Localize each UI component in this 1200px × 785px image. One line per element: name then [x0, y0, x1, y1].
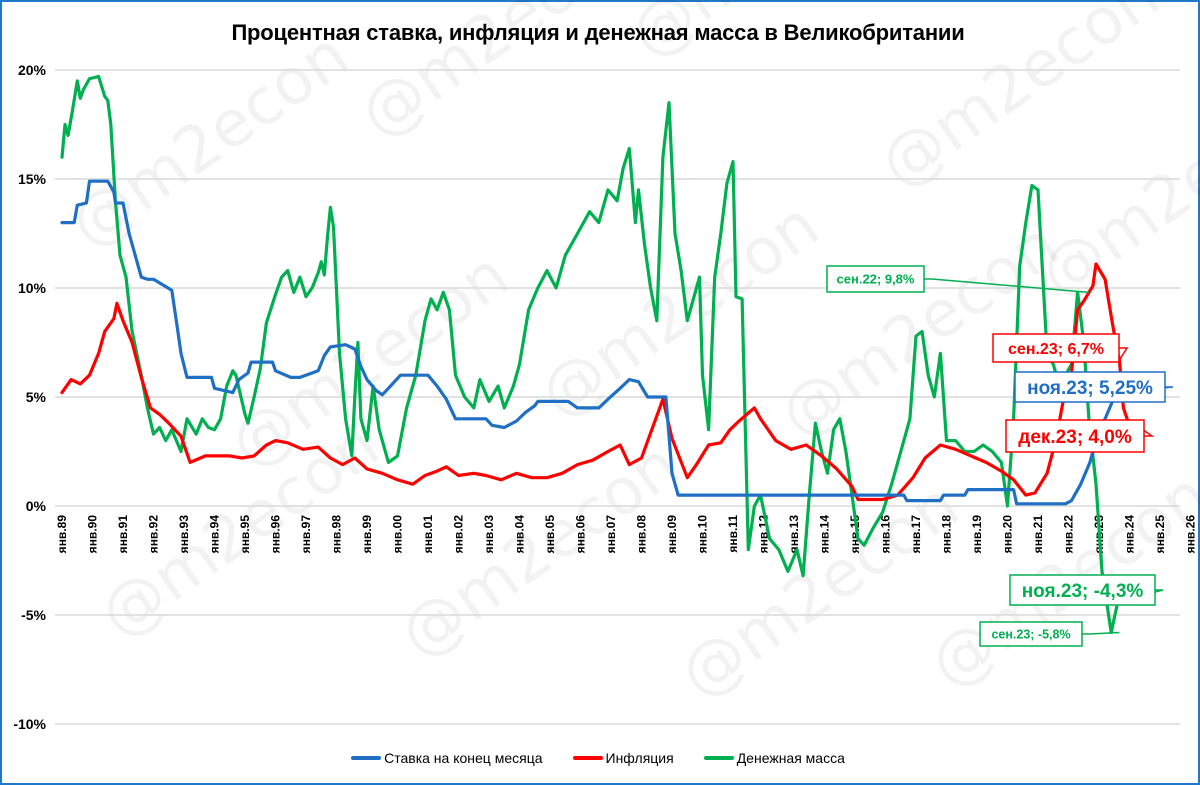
callout-leader [1118, 347, 1129, 361]
x-tick-label: янв.15 [848, 515, 862, 554]
series-line-0 [60, 179, 1127, 506]
callout-leader [1082, 631, 1120, 635]
x-tick-label: янв.92 [147, 515, 161, 554]
callout-box [979, 621, 1083, 647]
x-tick-label: янв.17 [909, 515, 923, 554]
x-tick-label: янв.01 [421, 515, 435, 554]
x-tick-label: янв.26 [1184, 515, 1198, 554]
callout-box [1005, 419, 1145, 453]
x-axis: янв.89 янв.90 янв.91 янв.92 янв.93 янв.94 янв.… [55, 515, 1198, 554]
y-tick-label: 5% [26, 389, 47, 405]
watermark-text: @m2econ [57, 18, 363, 263]
callout-box [1009, 574, 1156, 606]
x-tick-label: янв.90 [86, 515, 100, 554]
x-tick-label: янв.95 [238, 515, 252, 554]
watermark-text: @m2econ [1027, 68, 1200, 313]
x-tick-label: янв.09 [665, 515, 679, 554]
x-tick-label: янв.18 [940, 515, 954, 554]
callout-label: сен.23; -5,8% [991, 628, 1070, 642]
x-tick-label: янв.04 [513, 515, 527, 554]
legend-label-inflation: Инфляция [605, 750, 674, 766]
x-tick-label: янв.02 [452, 515, 466, 554]
x-tick-label: янв.19 [970, 515, 984, 554]
legend-swatch-inflation [572, 756, 603, 760]
y-tick-label: -5% [21, 607, 46, 623]
x-tick-label: янв.10 [696, 515, 710, 554]
watermark-text: @m2econ [667, 468, 973, 713]
x-tick-label: янв.99 [360, 515, 374, 554]
legend-swatch-rate [351, 756, 382, 760]
x-tick-label: янв.89 [55, 515, 69, 554]
chart-title: Процентная ставка, инфляция и денежная м… [231, 20, 965, 45]
watermark-text: @m2econ [867, 0, 1173, 203]
legend-swatch-money-supply [703, 756, 734, 760]
callout-label: ноя.23; -4,3% [1022, 581, 1144, 602]
y-tick-label: -10% [13, 716, 46, 732]
callout-label: сен.22; 9,8% [837, 272, 915, 287]
series-lines [60, 74, 1129, 635]
callout-label: ноя.23; 5,25% [1027, 378, 1153, 399]
x-tick-label: янв.13 [787, 515, 801, 554]
x-tick-label: янв.06 [574, 515, 588, 554]
callout-box [826, 265, 925, 293]
x-tick-label: янв.96 [269, 515, 283, 554]
x-tick-label: янв.07 [604, 515, 618, 554]
series-line-1 [60, 262, 1129, 502]
x-tick-label: янв.03 [482, 515, 496, 554]
x-tick-label: янв.91 [116, 515, 130, 554]
legend-item-inflation: Инфляция [572, 750, 674, 766]
y-axis: 20% 15% 10% 5% 0% -5% -10% [13, 62, 46, 732]
x-tick-label: янв.14 [818, 515, 832, 554]
data-callouts: сен.22; 9,8% сен.23; 6,7% ноя.23; 5,25% дек… [826, 265, 1174, 647]
watermark-text: @m2econ [617, 0, 923, 73]
callout-box [992, 333, 1120, 363]
x-tick-label: янв.93 [177, 515, 191, 554]
x-tick-label: янв.94 [208, 515, 222, 554]
y-tick-label: 0% [26, 498, 47, 514]
legend-item-rate: Ставка на конец месяца [351, 750, 543, 766]
x-tick-label: янв.25 [1153, 515, 1167, 554]
x-tick-label: янв.98 [330, 515, 344, 554]
series-line-2 [60, 74, 1122, 635]
x-tick-label: янв.00 [391, 515, 405, 554]
x-tick-label: янв.16 [879, 515, 893, 554]
callout-leader [924, 278, 1089, 294]
legend: Ставка на конец месяца Инфляция Денежная… [0, 750, 1196, 766]
x-tick-label: янв.24 [1123, 515, 1137, 554]
y-tick-label: 15% [18, 171, 47, 187]
legend-label-rate: Ставка на конец месяца [384, 750, 543, 766]
callout-label: дек.23; 4,0% [1018, 427, 1132, 448]
x-tick-label: янв.22 [1062, 515, 1076, 554]
callout-label: сен.23; 6,7% [1008, 341, 1104, 358]
x-tick-label: янв.11 [726, 515, 740, 553]
x-tick-label: янв.08 [635, 515, 649, 554]
y-tick-label: 20% [18, 62, 47, 78]
x-tick-label: янв.20 [1001, 515, 1015, 554]
y-tick-label: 10% [18, 280, 47, 296]
x-tick-label: янв.21 [1031, 515, 1045, 554]
x-tick-label: янв.97 [299, 515, 313, 554]
x-tick-label: янв.05 [543, 515, 557, 554]
callout-box [1014, 371, 1166, 403]
legend-label-money-supply: Денежная масса [736, 750, 845, 766]
watermark-text: @m2econ [347, 0, 653, 153]
legend-item-money-supply: Денежная масса [703, 750, 845, 766]
